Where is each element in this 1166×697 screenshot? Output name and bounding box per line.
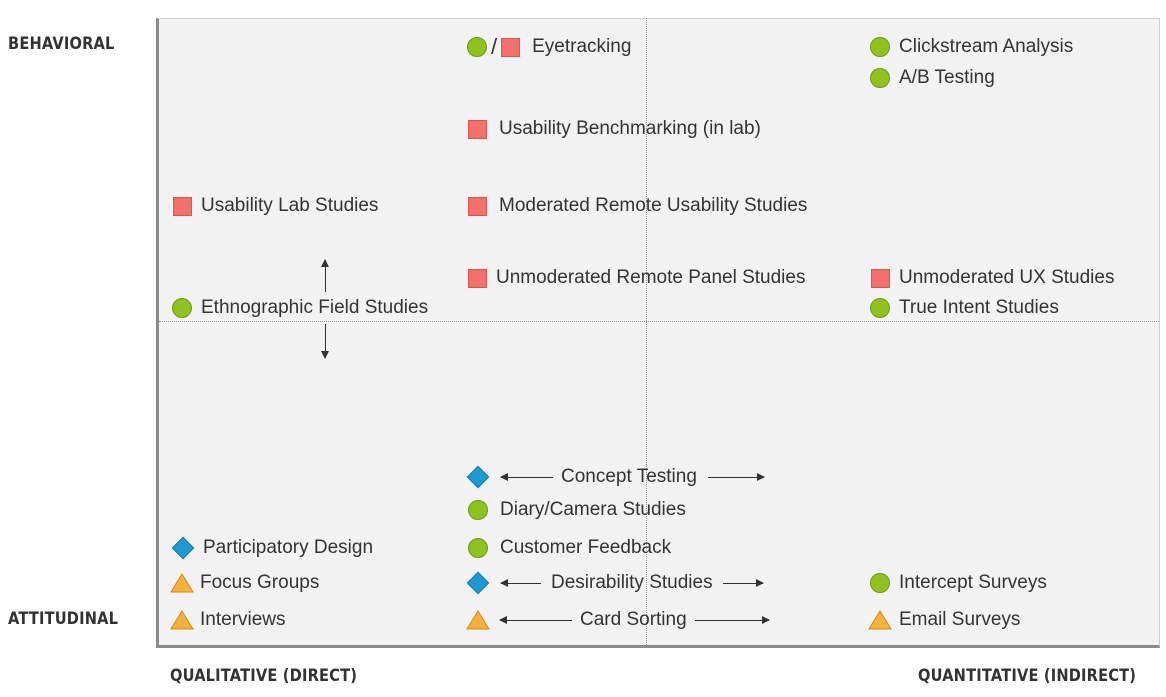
method-label: Unmoderated Remote Panel Studies [496,267,806,288]
method-usability-lab-studies: Usability Lab Studies [173,193,378,219]
up-arrow-icon [321,259,329,292]
circle-icon [870,298,890,318]
left-arrow-icon [499,615,572,624]
method-label: True Intent Studies [899,297,1059,318]
method-label: Usability Lab Studies [201,195,379,216]
square-icon [468,119,487,139]
diamond-icon [171,536,195,560]
axis-label-qualitative: QUALITATIVE (DIRECT) [170,666,358,686]
circle-icon [468,538,488,558]
method-unmoderated-remote-panel: Unmoderated Remote Panel Studies [468,265,805,291]
method-label: Interviews [200,609,286,630]
square-icon [173,196,192,216]
left-arrow-icon [500,578,541,587]
down-arrow-icon [321,324,329,359]
circle-icon [467,37,487,57]
landscape-plot-area [156,18,1160,648]
triangle-icon [170,573,194,593]
method-label: Moderated Remote Usability Studies [499,195,808,216]
triangle-icon [868,610,892,630]
square-icon [468,268,487,288]
method-label: Clickstream Analysis [899,36,1074,57]
right-arrow-icon [694,615,770,624]
square-icon [501,37,521,57]
method-label: Card Sorting [580,609,687,630]
method-clickstream-analysis: Clickstream Analysis [870,34,1073,60]
right-arrow-icon [722,578,764,587]
circle-icon [172,298,192,318]
method-card-sorting: Card Sorting [466,607,770,633]
method-email-surveys: Email Surveys [868,607,1020,633]
method-ethnographic-field: Ethnographic Field Studies [172,295,428,321]
axis-label-attitudinal: ATTITUDINAL [8,609,119,629]
square-icon [871,268,890,288]
method-label: A/B Testing [899,67,995,88]
method-label: Intercept Surveys [899,572,1047,593]
method-label: Unmoderated UX Studies [899,267,1115,288]
method-label: Email Surveys [899,609,1021,630]
axis-label-behavioral: BEHAVIORAL [8,34,115,54]
method-label: Customer Feedback [500,537,672,558]
method-label: Usability Benchmarking (in lab) [499,118,761,139]
diamond-icon [466,571,490,595]
method-moderated-remote: Moderated Remote Usability Studies [468,193,807,219]
horizontal-divider [159,321,1159,322]
right-arrow-icon [707,472,765,481]
slash-separator: / [491,34,498,59]
method-concept-testing: Concept Testing [466,464,765,490]
method-desirability: Desirability Studies [466,570,764,596]
method-intercept-surveys: Intercept Surveys [870,570,1047,596]
method-label: Concept Testing [561,466,697,487]
method-label: Desirability Studies [551,572,713,593]
method-diary-camera: Diary/Camera Studies [468,497,686,523]
method-label: Focus Groups [200,572,320,593]
square-icon [468,196,487,216]
circle-icon [870,37,890,57]
diamond-icon [466,465,490,489]
method-customer-feedback: Customer Feedback [468,535,671,561]
method-interviews: Interviews [170,607,286,633]
method-eyetracking: / Eyetracking [467,34,631,60]
method-label: Participatory Design [203,537,374,558]
method-label: Ethnographic Field Studies [201,297,429,318]
method-label: Diary/Camera Studies [500,499,686,520]
left-arrow-icon [500,472,553,481]
method-unmoderated-ux: Unmoderated UX Studies [871,265,1114,291]
method-usability-benchmarking: Usability Benchmarking (in lab) [468,116,761,142]
method-ab-testing: A/B Testing [870,65,995,91]
circle-icon [870,573,890,593]
vertical-divider [646,18,647,645]
triangle-icon [466,610,490,630]
axis-label-quantitative: QUANTITATIVE (INDIRECT) [918,666,1137,686]
method-focus-groups: Focus Groups [170,570,319,596]
triangle-icon [170,610,194,630]
method-participatory-design: Participatory Design [171,535,374,561]
circle-icon [468,500,488,520]
method-label: Eyetracking [532,36,632,57]
method-true-intent: True Intent Studies [870,295,1059,321]
circle-icon [870,68,890,88]
